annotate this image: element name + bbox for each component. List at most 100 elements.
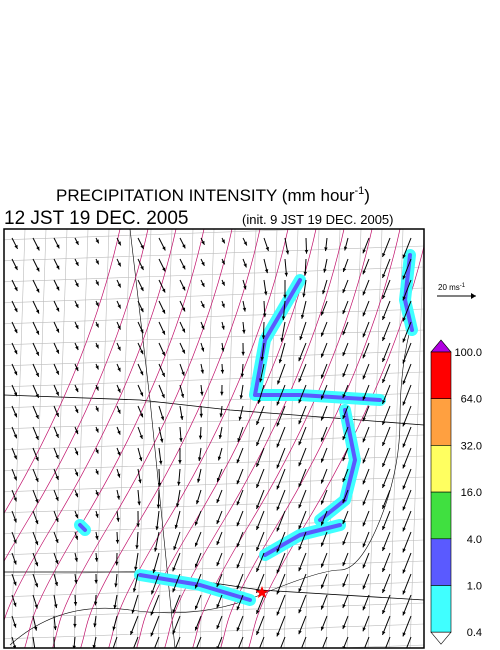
wind-vector [402,342,412,364]
wind-vector [402,489,412,511]
wind-vector-head [217,456,222,461]
wind-vector-head [34,583,39,588]
wind-vector-head [236,564,240,569]
wind-vector-head [236,522,240,527]
wind-vector-head [93,623,97,628]
wind-vector-head [161,394,165,399]
wind-vector-head [382,273,386,278]
wind-vector-head [158,460,163,465]
wind-vector-head [382,336,386,341]
wind-vector-head [243,285,247,290]
wind-vector [112,636,118,648]
wind-vector-head [55,560,59,565]
colorbar-label: 64.0 [461,394,482,406]
wind-vector-head [182,265,186,270]
wind-vector-head [382,546,386,551]
wind-vector-head [74,557,78,562]
wind-vector-head [198,435,203,440]
wind-vector-head [243,263,247,268]
wind-vector-head [116,517,120,522]
colorbar-top [430,339,452,353]
grid-line [4,539,424,556]
wind-vector-head [35,520,39,525]
grid-line [52,229,68,648]
wind-vector-head [362,585,366,590]
wind-vector [276,468,286,490]
wind-vector-head [34,562,39,567]
wind-vector-head [160,416,165,421]
wind-vector-head [276,401,280,406]
wind-vector-head [342,331,346,336]
wind-vector-head [320,458,325,463]
wind-vector-head [281,316,286,321]
wind-vector-head [75,261,79,266]
wind-vector-head [362,333,366,338]
wind-vector-head [402,359,406,364]
wind-vector-head [402,422,406,427]
coastline [9,329,411,646]
wind-vector-head [300,314,305,319]
wind-vector-head [298,588,302,593]
wind-vector [402,552,412,574]
wind-vector-head [298,609,302,614]
wind-vector-head [298,441,302,446]
wind-vector-head [139,371,144,376]
wind-vector-head [139,392,144,397]
wind-vector-head [130,630,134,635]
wind-vector-head [320,374,325,379]
wind-vector-head [402,548,406,553]
wind-vector-head [182,244,186,249]
wind-vector-head [150,611,154,616]
wind-vector-head [201,325,205,330]
wind-vector-head [172,609,176,614]
wind-vector [402,363,412,385]
wind-vector-head [136,523,140,528]
wind-vector-head [116,495,121,500]
wind-vector-head [161,330,165,335]
grid-line [4,229,320,241]
wind-vector-head [175,503,180,508]
wind-vector-head [140,266,144,271]
wind-vector-head [117,283,121,288]
wind-vector-head [13,539,17,544]
wind-vector-head [94,557,99,562]
wind-vector-head [322,290,326,295]
colorbar-label: 32.0 [461,440,482,452]
grid-line [262,229,278,648]
wind-vector [276,552,286,574]
precip-moderate [263,523,342,557]
wind-vector [402,531,412,553]
wind-vector-head [362,501,366,506]
wind-vector-head [113,605,117,609]
wind-vector-head [362,249,366,254]
wind-vector-head [238,416,242,421]
wind-vector-head [55,539,59,543]
wind-vector-head [159,438,164,443]
grid-line [4,266,424,283]
wind-vector-head [221,260,225,265]
wind-vector-head [280,337,284,342]
wind-vector-head [278,359,283,364]
wind-vector-head [304,250,309,254]
wind-vector-head [35,309,40,314]
isobar [4,229,177,622]
wind-vector-head [382,588,386,593]
wind-vector-head [181,349,185,354]
wind-vector [402,258,412,280]
wind-vector-head [181,328,185,333]
grid-line [4,602,424,619]
wind-vector-head [117,325,121,330]
wind-vector-head [94,579,98,584]
wind-vector [364,636,370,648]
wind-vector-head [298,546,302,551]
wind-vector-head [298,378,302,383]
wind-vector-head [116,473,121,478]
wind-vector-head [74,579,78,584]
wind-vector-head [139,413,144,418]
wind-vector-head [131,609,135,614]
wind-vector-head [154,547,158,552]
wind-vector-head [152,569,156,574]
wind-vector-head [137,501,141,506]
wind-vector-head [53,626,57,631]
